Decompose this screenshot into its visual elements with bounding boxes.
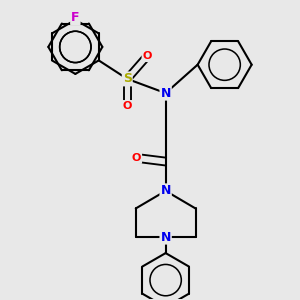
Text: O: O (142, 51, 152, 61)
Text: N: N (160, 87, 171, 100)
Text: N: N (160, 184, 171, 197)
Text: S: S (123, 72, 132, 86)
Text: O: O (123, 101, 132, 111)
Text: O: O (132, 153, 141, 163)
Text: F: F (71, 11, 80, 24)
Text: N: N (160, 231, 171, 244)
